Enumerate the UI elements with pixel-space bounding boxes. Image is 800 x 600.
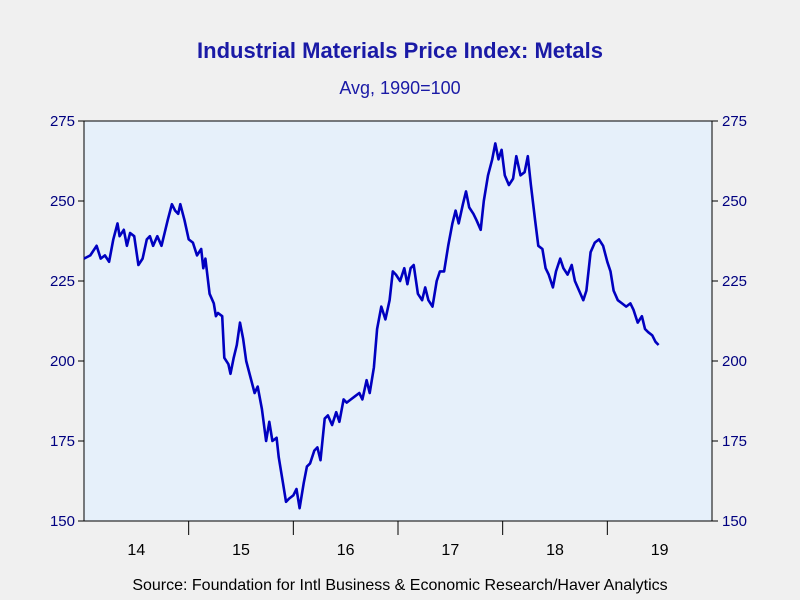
- x-tick-label: 17: [441, 542, 459, 559]
- y-tick-label-right: 225: [722, 273, 747, 290]
- x-tick-label: 15: [232, 542, 250, 559]
- y-tick-label-left: 200: [50, 353, 75, 370]
- series-line-metals: [83, 142, 660, 510]
- chart-source: Source: Foundation for Intl Business & E…: [132, 577, 668, 594]
- y-tick-label-right: 275: [722, 113, 747, 130]
- y-tick-label-right: 175: [722, 433, 747, 450]
- y-tick-label-left: 175: [50, 433, 75, 450]
- chart-subtitle: Avg, 1990=100: [339, 78, 461, 98]
- y-tick-label-left: 275: [50, 113, 75, 130]
- y-tick-label-left: 225: [50, 273, 75, 290]
- plot-area: [83, 120, 713, 522]
- y-tick-label-right: 150: [722, 513, 747, 530]
- axes: 150 150 175 175 200 200 225 225 250 250 275 275 14 15…: [50, 113, 747, 559]
- y-tick-label-left: 150: [50, 513, 75, 530]
- chart-title: Industrial Materials Price Index: Metals: [197, 38, 603, 63]
- y-tick-label-right: 200: [722, 353, 747, 370]
- x-tick-label: 14: [127, 542, 145, 559]
- y-tick-label-right: 250: [722, 193, 747, 210]
- x-tick-label: 18: [546, 542, 564, 559]
- x-tick-label: 19: [651, 542, 669, 559]
- x-tick-label: 16: [337, 542, 355, 559]
- y-tick-label-left: 250: [50, 193, 75, 210]
